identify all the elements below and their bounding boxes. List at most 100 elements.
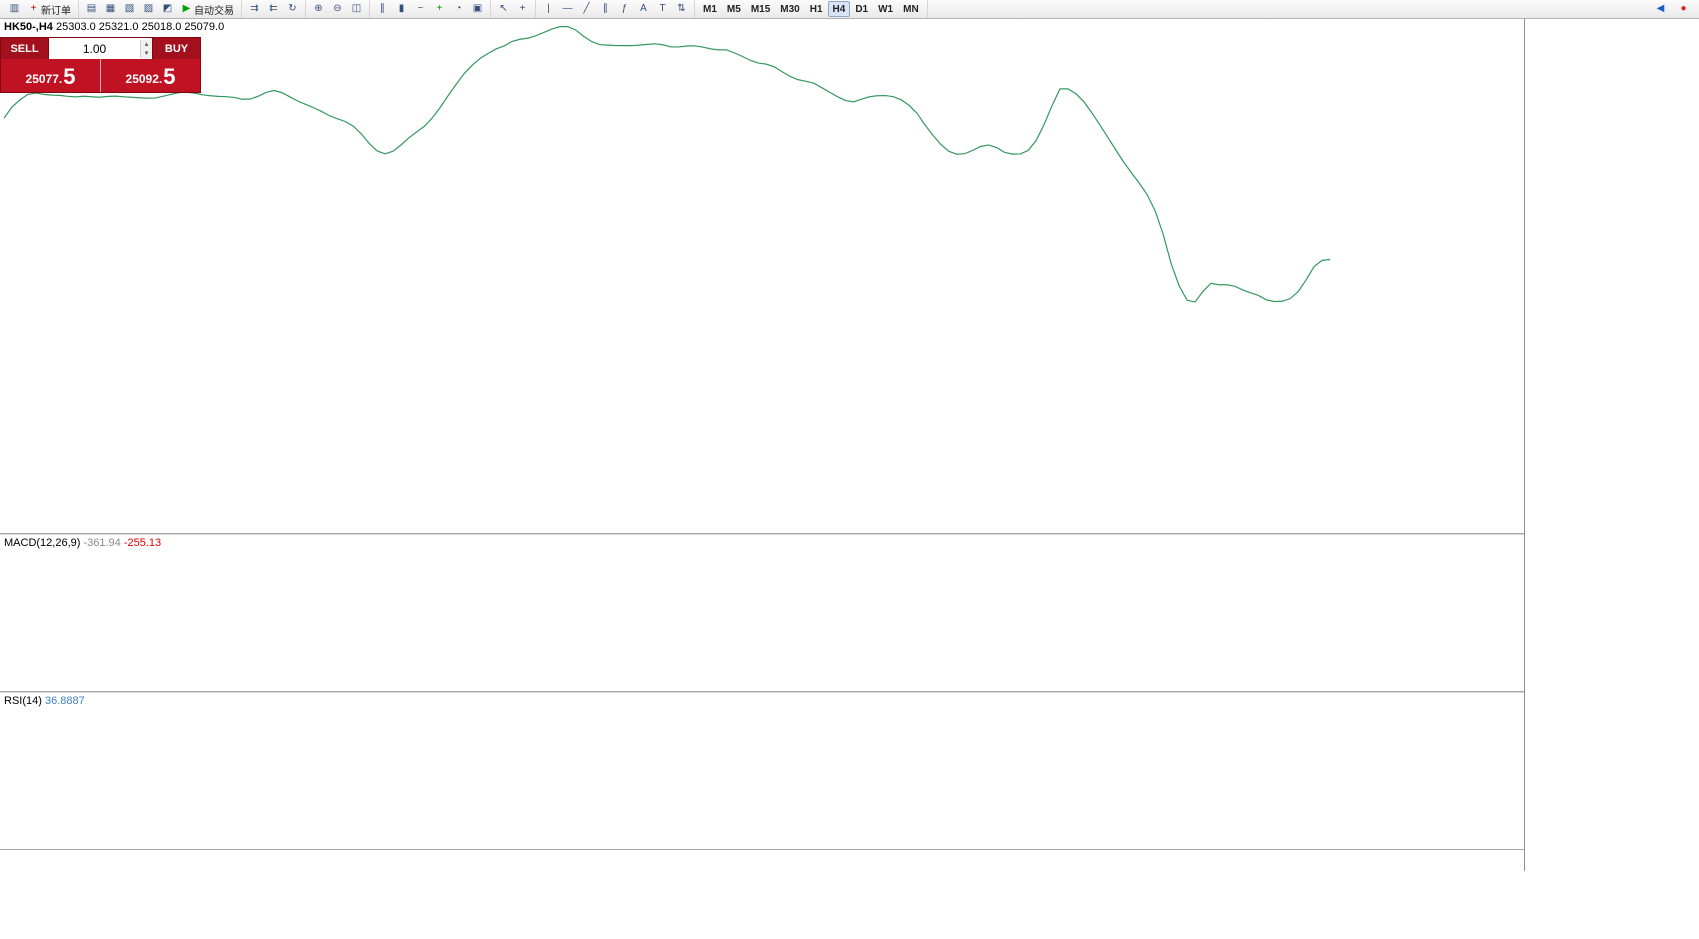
label-icon-glyph: T <box>659 3 666 14</box>
rsi-name: RSI(14) <box>4 695 42 707</box>
periods-icon[interactable]: ◔ <box>449 1 468 17</box>
vertical-line-icon[interactable]: | <box>539 1 558 17</box>
sell-price-int: 25077. <box>25 72 63 86</box>
tile-windows-icon[interactable]: ◫ <box>347 1 366 17</box>
tf-m15-button-label: M15 <box>750 3 771 15</box>
macd-signal-value: -255.13 <box>123 537 162 549</box>
cursor-icon-glyph: ↖ <box>499 3 508 14</box>
cursor-icon[interactable]: ↖ <box>494 1 513 17</box>
terminal-icon-glyph: ▨ <box>143 3 154 14</box>
horizontal-line-icon[interactable]: ― <box>558 1 577 17</box>
label-icon[interactable]: T <box>653 1 672 17</box>
refresh-icon[interactable]: ↻ <box>283 1 302 17</box>
tf-mn-button[interactable]: MN <box>898 1 924 17</box>
tf-w1-button-label: W1 <box>878 3 894 15</box>
line-chart-icon-glyph: ~ <box>417 3 424 14</box>
market-watch-icon[interactable]: ▤ <box>82 1 101 17</box>
chart-title: HK50-,H4 25303.0 25321.0 25018.0 25079.0 <box>4 21 224 33</box>
periods-icon-glyph: ◔ <box>455 3 462 14</box>
price-scale[interactable] <box>1525 19 1699 939</box>
tf-w1-button[interactable]: W1 <box>873 1 898 17</box>
tf-mn-button-label: MN <box>903 3 919 15</box>
time-axis[interactable] <box>0 851 1524 871</box>
channel-icon[interactable]: ∥ <box>596 1 615 17</box>
templates-icon[interactable]: ▣ <box>468 1 487 17</box>
fibonacci-icon[interactable]: ƒ <box>615 1 634 17</box>
buy-price[interactable]: 25092. 5 <box>100 59 200 92</box>
one-click-trading-panel: SELL 1.00 ▴ ▾ BUY 25077. 5 25092. 5 <box>0 37 201 93</box>
tf-m15-button[interactable]: M15 <box>746 1 775 17</box>
buy-button[interactable]: BUY <box>153 38 200 59</box>
crosshair-icon[interactable]: + <box>513 1 532 17</box>
rsi-value: 36.8887 <box>44 695 85 707</box>
tf-m1-button[interactable]: M1 <box>698 1 722 17</box>
new-order-button[interactable]: + 新订单 <box>24 1 75 17</box>
volume-value[interactable]: 1.00 <box>82 41 107 56</box>
sell-button[interactable]: SELL <box>1 38 48 59</box>
market-watch-icon-glyph: ▤ <box>86 3 97 14</box>
tf-m5-button[interactable]: M5 <box>722 1 746 17</box>
connection-status-icon[interactable]: ● <box>1674 1 1693 17</box>
toolbar-right: ◀ ● <box>1651 1 1697 17</box>
panel-separator[interactable] <box>0 533 1572 535</box>
data-window-icon-glyph: ▦ <box>105 3 116 14</box>
arrows-tool-icon[interactable]: ⇅ <box>672 1 691 17</box>
tf-m5-button-label: M5 <box>726 3 741 15</box>
tf-h4-button[interactable]: H4 <box>827 1 851 17</box>
candlestick-chart-icon-glyph: ▮ <box>398 3 405 14</box>
volume-decrease-button[interactable]: ▾ <box>141 48 152 58</box>
symbol-period-label: HK50-,H4 <box>4 21 53 33</box>
chart-mode-group: ∥ ▮ ~ + ◔ ▣ <box>370 0 491 18</box>
panel-separator[interactable] <box>0 691 1572 693</box>
text-icon[interactable]: A <box>634 1 653 17</box>
trendline-icon[interactable]: ╱ <box>577 1 596 17</box>
auto-scroll-icon-glyph: ⇇ <box>269 3 278 14</box>
buy-price-pips: 5 <box>163 64 176 89</box>
volume-field[interactable]: 1.00 ▴ ▾ <box>48 38 153 59</box>
zoom-out-icon[interactable]: ⊖ <box>328 1 347 17</box>
indicators-icon-glyph: + <box>436 3 443 14</box>
chart-shift-icon-glyph: ⇉ <box>250 3 259 14</box>
volume-increase-button[interactable]: ▴ <box>141 39 152 49</box>
quick-nav-icon[interactable]: ◀ <box>1651 1 1670 17</box>
horizontal-line-icon-glyph: ― <box>562 3 573 14</box>
sell-price[interactable]: 25077. 5 <box>1 59 100 92</box>
auto-scroll-icon[interactable]: ⇇ <box>264 1 283 17</box>
zoom-in-icon[interactable]: ⊕ <box>309 1 328 17</box>
cursor-group: ↖ + <box>491 0 536 18</box>
fibonacci-icon-glyph: ƒ <box>621 3 628 14</box>
candlestick-chart-icon[interactable]: ▮ <box>392 1 411 17</box>
bollinger-upper-band <box>3 25 1331 303</box>
tf-d1-button-label: D1 <box>855 3 869 15</box>
tf-h4-button-label: H4 <box>832 3 846 15</box>
chart-window-icon[interactable]: ▥ <box>5 1 24 17</box>
indicators-icon[interactable]: + <box>430 1 449 17</box>
main-chart-canvas[interactable] <box>0 19 1524 533</box>
new-order-button-label: 新订单 <box>41 5 71 17</box>
connection-status-icon-glyph: ● <box>1680 3 1687 14</box>
data-window-icon[interactable]: ▦ <box>101 1 120 17</box>
panels-group: ▤ ▦ ▧ ▨ ◩ ▶ 自动交易 <box>79 0 242 18</box>
templates-icon-glyph: ▣ <box>472 3 483 14</box>
macd-panel-canvas[interactable] <box>0 535 1524 691</box>
rsi-panel-canvas[interactable] <box>0 693 1524 849</box>
quick-nav-icon-glyph: ◀ <box>1656 3 1665 14</box>
strategy-tester-icon[interactable]: ◩ <box>158 1 177 17</box>
vertical-line-icon-glyph: | <box>547 3 550 14</box>
navigator-icon[interactable]: ▧ <box>120 1 139 17</box>
macd-main-value: -361.94 <box>83 537 121 549</box>
line-chart-icon[interactable]: ~ <box>411 1 430 17</box>
buy-price-int: 25092. <box>125 72 163 86</box>
auto-trading-button[interactable]: ▶ 自动交易 <box>177 1 238 17</box>
arrows-tool-icon-glyph: ⇅ <box>677 3 686 14</box>
timeframe-group: M1 M5 M15 M30 H1 H4 D1 W1 MN <box>695 0 928 18</box>
chart-shift-icon[interactable]: ⇉ <box>245 1 264 17</box>
tf-h1-button-label: H1 <box>809 3 823 15</box>
macd-indicator-label: MACD(12,26,9) -361.94 -255.13 <box>4 537 161 549</box>
tf-h1-button[interactable]: H1 <box>805 1 828 17</box>
terminal-icon[interactable]: ▨ <box>139 1 158 17</box>
bar-chart-icon[interactable]: ∥ <box>373 1 392 17</box>
tf-m30-button[interactable]: M30 <box>775 1 804 17</box>
tf-d1-button[interactable]: D1 <box>850 1 873 17</box>
